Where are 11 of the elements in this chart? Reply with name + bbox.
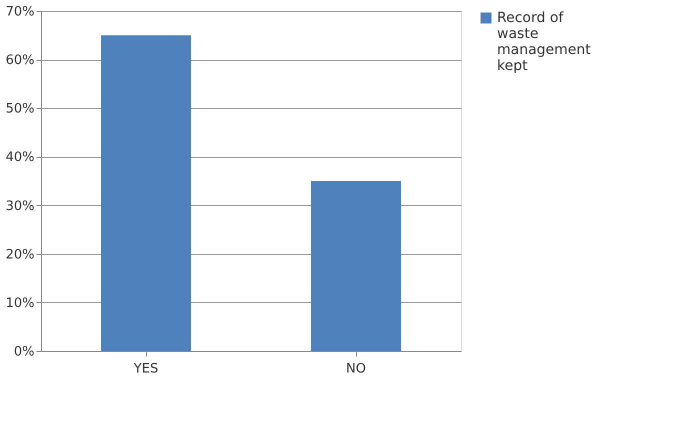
legend-label: Record of waste management kept: [497, 10, 592, 74]
y-tick-label: 60%: [6, 53, 34, 68]
y-tick-label: 50%: [6, 102, 34, 117]
y-tick-label: 40%: [6, 150, 34, 166]
y-tick-label: 20%: [6, 247, 34, 262]
y-tick-label: 70%: [6, 4, 34, 20]
y-tick-label: 10%: [6, 296, 34, 311]
y-tick-label: 30%: [6, 198, 34, 214]
x-tick-label: YES: [132, 362, 158, 376]
y-tick-label: 0%: [14, 344, 34, 360]
x-tick-label: NO: [346, 362, 366, 376]
